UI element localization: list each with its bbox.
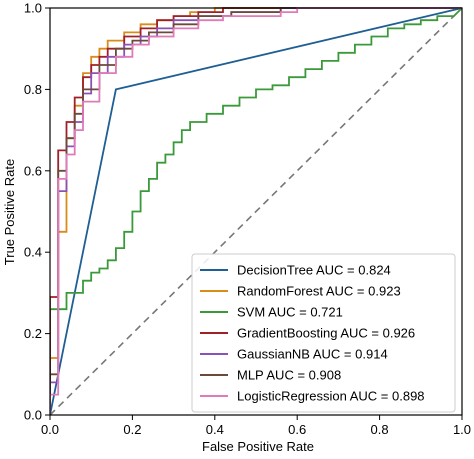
legend: DecisionTree AUC = 0.824 RandomForest AUC… [191, 253, 456, 413]
plot-frame [49, 7, 463, 416]
x-tick-label: 0.2 [123, 422, 141, 437]
legend-entry-label: DecisionTree AUC = 0.824 [237, 263, 391, 278]
roc-curve-logisticregression [50, 7, 462, 415]
x-tick-label: 0.0 [41, 422, 59, 437]
curves-group [50, 7, 463, 416]
legend-box [191, 253, 456, 413]
y-tick-label: 1.0 [24, 1, 42, 16]
y-tick-label: 0.6 [24, 163, 42, 178]
chance-diagonal-line [50, 7, 463, 416]
legend-entry-label: RandomForest AUC = 0.923 [237, 284, 401, 299]
x-tick-label: 0.4 [206, 422, 224, 437]
y-tick-label: 0.8 [24, 82, 42, 97]
legend-entry-label: GradientBoosting AUC = 0.926 [237, 326, 415, 341]
roc-curve-decisiontree [50, 7, 463, 416]
legend-entry-label: SVM AUC = 0.721 [237, 305, 343, 320]
axes: 0.0 0.2 0.4 0.6 0.8 1.0 0.0 0.2 0.4 0.6 0.8 1.0 [24, 1, 471, 438]
legend-entry-label: LogisticRegression AUC = 0.898 [237, 389, 425, 404]
x-tick-label: 0.6 [288, 422, 306, 437]
y-axis-title: True Positive Rate [2, 159, 17, 265]
y-tick-label: 0.0 [24, 408, 42, 423]
legend-entry-label: GaussianNB AUC = 0.914 [237, 347, 388, 362]
x-tick-label: 0.8 [371, 422, 389, 437]
y-tick-label: 0.4 [24, 245, 42, 260]
plot-area [50, 7, 463, 416]
x-tick-label: 1.0 [453, 422, 471, 437]
y-tick-label: 0.2 [24, 326, 42, 341]
x-axis-title: False Positive Rate [202, 439, 314, 454]
legend-entry-label: MLP AUC = 0.908 [237, 368, 341, 383]
roc-curve-svm [50, 7, 463, 415]
